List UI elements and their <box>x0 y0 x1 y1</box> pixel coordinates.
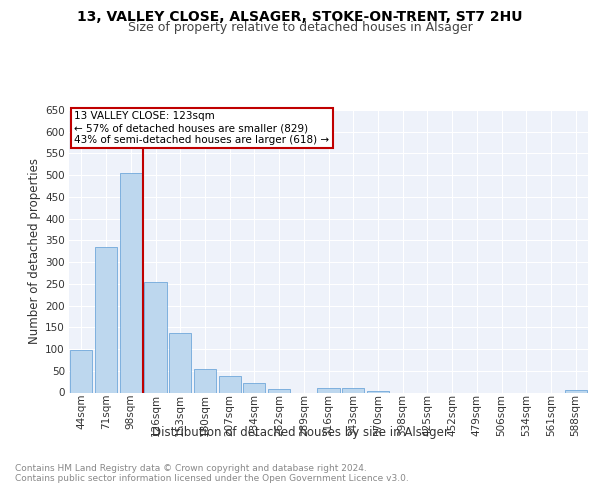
Text: 13, VALLEY CLOSE, ALSAGER, STOKE-ON-TRENT, ST7 2HU: 13, VALLEY CLOSE, ALSAGER, STOKE-ON-TREN… <box>77 10 523 24</box>
Y-axis label: Number of detached properties: Number of detached properties <box>28 158 41 344</box>
Text: Size of property relative to detached houses in Alsager: Size of property relative to detached ho… <box>128 21 472 34</box>
Bar <box>95 247 117 392</box>
Bar <box>367 391 389 392</box>
Text: Contains HM Land Registry data © Crown copyright and database right 2024.
Contai: Contains HM Land Registry data © Crown c… <box>15 464 409 483</box>
Bar <box>565 390 587 392</box>
Bar <box>145 282 167 393</box>
Bar <box>342 388 364 392</box>
Bar <box>317 388 340 392</box>
Bar <box>243 383 265 392</box>
Bar <box>218 376 241 392</box>
Text: 13 VALLEY CLOSE: 123sqm
← 57% of detached houses are smaller (829)
43% of semi-d: 13 VALLEY CLOSE: 123sqm ← 57% of detache… <box>74 112 329 144</box>
Bar <box>119 173 142 392</box>
Bar <box>194 370 216 392</box>
Bar <box>268 389 290 392</box>
Bar <box>169 332 191 392</box>
Bar <box>70 350 92 393</box>
Text: Distribution of detached houses by size in Alsager: Distribution of detached houses by size … <box>152 426 448 439</box>
